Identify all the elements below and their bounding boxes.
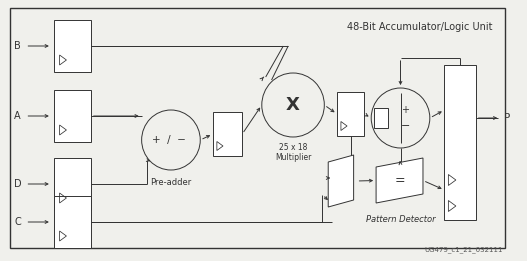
Text: C: C [14, 217, 21, 227]
Bar [54, 90, 91, 142]
Bar [54, 196, 91, 248]
Text: −: − [401, 121, 410, 131]
Bar [54, 20, 91, 72]
Text: +: + [402, 105, 409, 115]
Text: +  /  −: + / − [152, 135, 186, 145]
Text: D: D [14, 179, 22, 189]
Polygon shape [328, 155, 354, 207]
Text: UG479_c1_21_032111: UG479_c1_21_032111 [425, 246, 503, 253]
Text: 25 x 18
Multiplier: 25 x 18 Multiplier [275, 143, 311, 162]
Polygon shape [376, 158, 423, 203]
Bar [444, 65, 476, 220]
Bar [337, 92, 364, 136]
Bar [54, 158, 91, 210]
Text: 48-Bit Accumulator/Logic Unit: 48-Bit Accumulator/Logic Unit [347, 22, 492, 32]
Text: P: P [504, 113, 510, 123]
Bar [374, 108, 388, 128]
Text: B: B [14, 41, 21, 51]
Bar [213, 112, 242, 156]
Text: Pattern Detector: Pattern Detector [366, 215, 435, 224]
Text: X: X [286, 96, 300, 114]
Polygon shape [448, 175, 456, 186]
Text: =: = [394, 174, 405, 187]
Text: A: A [14, 111, 21, 121]
Text: Pre-adder: Pre-adder [150, 178, 192, 187]
